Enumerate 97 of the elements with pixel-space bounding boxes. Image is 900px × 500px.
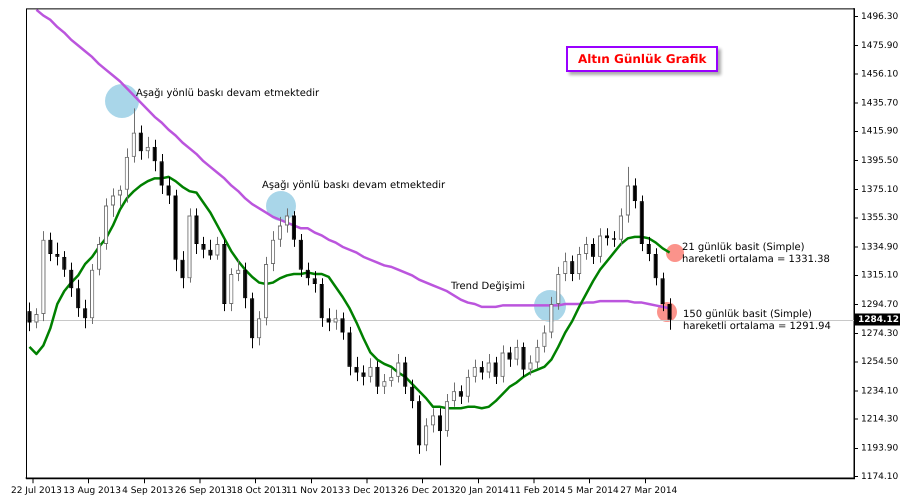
y-tick-label: 1214.30 bbox=[861, 414, 898, 425]
x-tick-label: 5 Mar 2014 bbox=[567, 486, 620, 496]
candlestick bbox=[278, 216, 282, 248]
candlestick bbox=[424, 418, 428, 452]
candlestick bbox=[577, 246, 582, 280]
y-tick-label: 1294.70 bbox=[861, 300, 898, 310]
candlestick bbox=[438, 408, 442, 466]
candlestick bbox=[326, 308, 331, 332]
annotation: 21 günlük basit (Simple) hareketli ortalama = 1331.38 bbox=[682, 242, 830, 266]
candlestick bbox=[34, 308, 39, 329]
y-tick-label: 1355.30 bbox=[861, 213, 898, 224]
candlestick bbox=[215, 236, 220, 260]
y-tick-label: 1234.10 bbox=[861, 386, 898, 396]
candlestick bbox=[292, 210, 296, 248]
candlestick bbox=[466, 369, 470, 404]
candlestick bbox=[570, 254, 574, 282]
y-tick-label: 1334.90 bbox=[861, 242, 898, 252]
candlestick bbox=[452, 382, 456, 408]
y-tick-label: 1274.30 bbox=[861, 328, 898, 339]
candlestick bbox=[236, 259, 240, 282]
candlestick bbox=[96, 236, 102, 276]
x-tick-label: 22 Jul 2013 bbox=[10, 486, 62, 496]
candlestick bbox=[632, 178, 637, 209]
candlestick bbox=[654, 248, 658, 286]
candlestick bbox=[208, 239, 212, 260]
x-tick-label: 11 Feb 2014 bbox=[509, 486, 566, 496]
candlestick bbox=[458, 384, 463, 404]
candlestick bbox=[494, 356, 498, 384]
candlestick bbox=[166, 176, 171, 205]
candlestick bbox=[668, 298, 672, 330]
candlestick bbox=[389, 368, 394, 388]
candlestick bbox=[160, 154, 164, 195]
candlestick bbox=[110, 188, 116, 218]
candlestick bbox=[146, 136, 150, 159]
x-tick-label: 3 Dec 2013 bbox=[344, 486, 396, 496]
candlestick bbox=[590, 238, 596, 265]
candlestick bbox=[368, 358, 373, 384]
candlestick bbox=[361, 364, 366, 386]
text: Altın Günlük Grafik bbox=[566, 46, 718, 72]
x-tick-label: 26 Dec 2013 bbox=[397, 486, 455, 496]
candlestick bbox=[646, 236, 651, 262]
candlestick bbox=[83, 299, 88, 329]
candlestick bbox=[62, 250, 66, 278]
candlestick bbox=[598, 228, 602, 264]
candlestick bbox=[55, 242, 60, 266]
x-tick-label: 20 Jan 2014 bbox=[454, 486, 509, 496]
y-tick-label: 1174.10 bbox=[861, 472, 898, 482]
candlestick bbox=[396, 353, 400, 384]
annotation: Aşağı yönlü baskı devam etmektedir bbox=[136, 88, 320, 100]
x-tick-label: 13 Aug 2013 bbox=[63, 486, 121, 496]
y-tick-label: 1475.90 bbox=[861, 41, 898, 52]
candlestick bbox=[403, 356, 408, 394]
candlestick bbox=[138, 124, 143, 160]
candlestick bbox=[306, 262, 310, 286]
x-tick-label: 11 Nov 2013 bbox=[286, 486, 344, 496]
candlestick bbox=[375, 360, 380, 394]
candlestick bbox=[257, 310, 262, 346]
candlestick bbox=[152, 139, 157, 172]
candlestick bbox=[542, 324, 546, 354]
candlestick bbox=[584, 236, 588, 260]
candlestick bbox=[480, 360, 484, 380]
y-tick-label: 1193.90 bbox=[861, 444, 898, 454]
candlestick bbox=[69, 262, 74, 298]
candlestick bbox=[382, 373, 386, 394]
y-tick-label: 1395.50 bbox=[861, 156, 898, 166]
candlestick bbox=[430, 408, 436, 434]
x-tick-label: 4 Sep 2013 bbox=[122, 486, 174, 496]
candlestick bbox=[180, 250, 185, 289]
y-tick-label: 1435.70 bbox=[861, 98, 898, 108]
candlestick bbox=[472, 359, 477, 384]
x-tick-label: 18 Oct 2013 bbox=[231, 486, 287, 496]
y-tick-label: 1496.30 bbox=[861, 12, 898, 22]
candlestick bbox=[48, 232, 52, 262]
annotation: Trend Değişimi bbox=[451, 281, 526, 293]
candlestick bbox=[535, 339, 540, 369]
y-tick-label: 1315.10 bbox=[861, 270, 898, 281]
candlestick bbox=[132, 108, 136, 164]
candlestick bbox=[340, 312, 345, 340]
y-tick-label: 1375.10 bbox=[861, 184, 898, 195]
ref-line-label: 1284.12 bbox=[858, 314, 899, 325]
y-tick-label: 1456.10 bbox=[861, 69, 898, 80]
candlestick bbox=[312, 270, 317, 294]
y-tick-label: 1415.90 bbox=[861, 126, 898, 137]
y-tick-label: 1254.50 bbox=[861, 357, 898, 368]
candlestick bbox=[563, 252, 568, 282]
annotation: 150 günlük basit (Simple) hareketli ortalama = 1291.94 bbox=[683, 309, 831, 333]
candlestick bbox=[284, 208, 290, 234]
candlestick bbox=[410, 379, 414, 409]
candlestick bbox=[521, 342, 526, 378]
candlestick bbox=[618, 208, 623, 246]
x-tick-label: 27 Mar 2014 bbox=[620, 486, 678, 496]
candlestick bbox=[486, 353, 491, 379]
candlestick bbox=[270, 230, 276, 272]
candlestick bbox=[604, 228, 610, 246]
candlestick bbox=[76, 279, 80, 318]
x-tick-label: 26 Sep 2013 bbox=[174, 486, 232, 496]
annotation: Aşağı yönlü baskı devam etmektedir bbox=[262, 180, 446, 192]
